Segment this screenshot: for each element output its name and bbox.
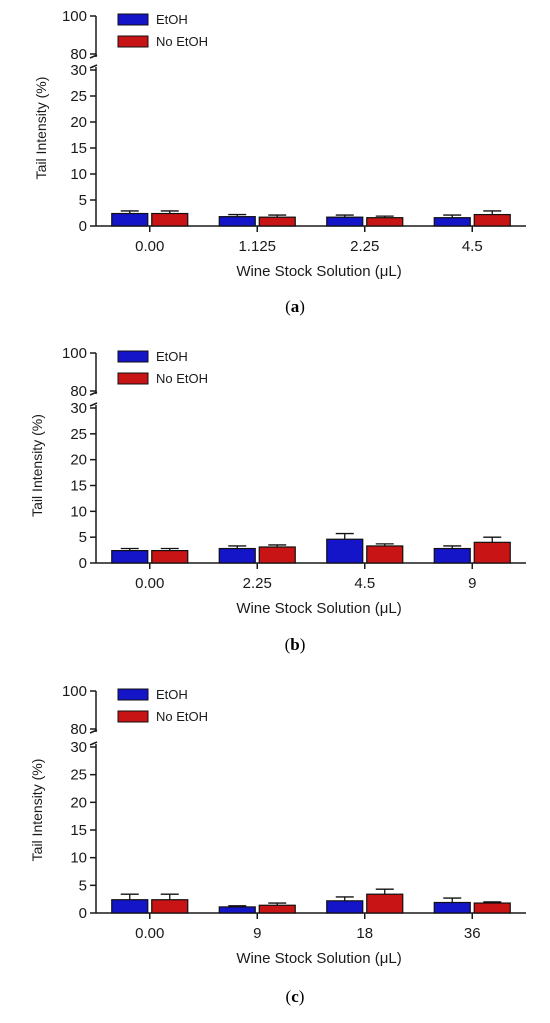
legend-label-etoh: EtOH [156, 12, 188, 27]
axis-break-mark [89, 64, 98, 69]
x-tick-label: 4.5 [462, 238, 483, 255]
y-tick-label: 15 [70, 478, 87, 495]
x-tick-label: 0.00 [135, 238, 164, 255]
y-tick-label: 0 [79, 555, 87, 572]
x-tick-label: 9 [253, 925, 261, 942]
x-tick-label: 0.00 [135, 575, 164, 592]
y-tick-label: 100 [62, 8, 87, 25]
bar-etoh [111, 899, 149, 914]
axis-break-mark [89, 741, 98, 746]
y-tick-label: 10 [70, 850, 87, 867]
y-tick-label: 30 [70, 62, 87, 79]
y-tick-label: 100 [62, 683, 87, 700]
bar-etoh [218, 547, 256, 564]
y-tick-label: 5 [79, 192, 87, 209]
y-tick-label: 25 [70, 88, 87, 105]
bar-no-etoh [366, 217, 404, 227]
bar-etoh [326, 538, 364, 564]
axis-break-mark [89, 391, 98, 396]
legend-label-etoh: EtOH [156, 687, 188, 702]
bar-no-etoh [258, 216, 296, 227]
y-tick-label: 20 [70, 114, 87, 131]
legend-label-no-etoh: No EtOH [156, 34, 208, 49]
bar-etoh [326, 900, 364, 914]
x-axis-title: Wine Stock Solution (μL) [236, 950, 401, 967]
x-tick-label: 1.125 [238, 238, 276, 255]
panel-label: (c) [286, 987, 305, 1006]
bar-no-etoh [258, 546, 296, 564]
bar-no-etoh [151, 212, 189, 227]
legend-swatch-no-etoh [117, 710, 149, 723]
y-tick-label: 15 [70, 822, 87, 839]
bar-etoh [111, 549, 149, 564]
x-tick-label: 9 [468, 575, 476, 592]
x-tick-label: 36 [464, 925, 481, 942]
y-tick-label: 30 [70, 400, 87, 417]
bar-no-etoh [473, 541, 511, 564]
x-tick-label: 18 [356, 925, 373, 942]
y-tick-label: 5 [79, 877, 87, 894]
x-tick-label: 4.5 [354, 575, 375, 592]
legend-swatch-no-etoh [117, 35, 149, 48]
bar-etoh [326, 216, 364, 227]
bar-etoh [433, 547, 471, 564]
x-tick-label: 2.25 [350, 238, 379, 255]
y-tick-label: 20 [70, 794, 87, 811]
x-axis-title: Wine Stock Solution (μL) [236, 263, 401, 280]
bar-etoh [111, 212, 149, 227]
y-tick-label: 80 [70, 46, 87, 63]
x-axis-title: Wine Stock Solution (μL) [236, 600, 401, 617]
bar-etoh [218, 216, 256, 227]
bar-no-etoh [473, 213, 511, 227]
y-tick-label: 15 [70, 140, 87, 157]
axis-break-mark [89, 402, 98, 407]
legend-swatch-etoh [117, 350, 149, 363]
y-tick-label: 20 [70, 452, 87, 469]
panel-label: (a) [285, 297, 305, 316]
y-axis-title: Tail Intensity (%) [29, 414, 45, 517]
legend-label-no-etoh: No EtOH [156, 371, 208, 386]
bar-etoh [433, 901, 471, 914]
y-tick-label: 10 [70, 503, 87, 520]
y-axis-title: Tail Intensity (%) [29, 759, 45, 862]
axis-break-mark [89, 729, 98, 734]
x-tick-label: 2.25 [243, 575, 272, 592]
y-tick-label: 25 [70, 767, 87, 784]
bar-no-etoh [151, 549, 189, 564]
bar-no-etoh [366, 893, 404, 914]
bar-no-etoh [258, 904, 296, 914]
y-tick-label: 0 [79, 905, 87, 922]
x-tick-label: 0.00 [135, 925, 164, 942]
y-tick-label: 80 [70, 383, 87, 400]
axis-break-mark [89, 54, 98, 59]
bar-no-etoh [366, 545, 404, 564]
legend-swatch-etoh [117, 13, 149, 26]
bar-no-etoh [473, 902, 511, 914]
y-tick-label: 25 [70, 426, 87, 443]
legend-label-etoh: EtOH [156, 349, 188, 364]
y-axis-title: Tail Intensity (%) [33, 77, 49, 180]
y-tick-label: 80 [70, 721, 87, 738]
y-tick-label: 100 [62, 345, 87, 362]
panel-label: (b) [285, 635, 306, 654]
y-tick-label: 30 [70, 739, 87, 756]
legend-label-no-etoh: No EtOH [156, 709, 208, 724]
legend-swatch-etoh [117, 688, 149, 701]
y-tick-label: 0 [79, 218, 87, 235]
legend-swatch-no-etoh [117, 372, 149, 385]
bar-no-etoh [151, 899, 189, 914]
bar-etoh [218, 906, 256, 914]
y-tick-label: 10 [70, 166, 87, 183]
bar-etoh [433, 217, 471, 227]
y-tick-label: 5 [79, 529, 87, 546]
